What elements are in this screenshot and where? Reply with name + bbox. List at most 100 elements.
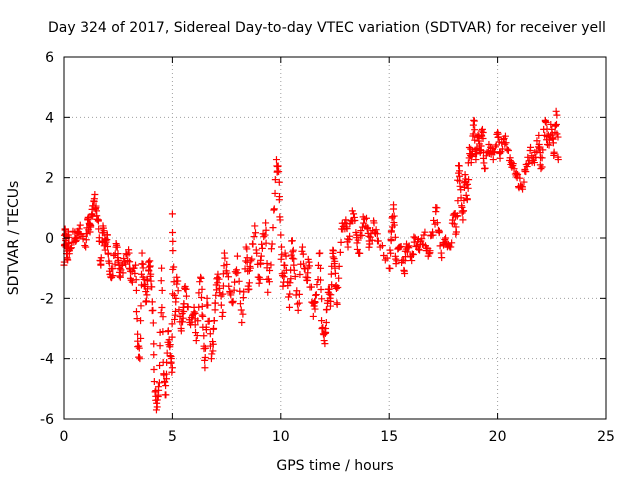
data-point bbox=[182, 285, 190, 293]
data-point bbox=[467, 159, 475, 167]
data-point bbox=[470, 117, 478, 125]
data-point bbox=[151, 388, 159, 396]
data-points bbox=[60, 107, 562, 414]
data-point bbox=[134, 330, 142, 338]
data-point bbox=[318, 295, 326, 303]
data-point bbox=[234, 269, 242, 277]
data-point bbox=[208, 350, 216, 358]
data-point bbox=[275, 168, 283, 176]
data-point bbox=[426, 247, 434, 255]
data-point bbox=[246, 264, 254, 272]
data-point bbox=[258, 244, 266, 252]
data-point bbox=[131, 269, 139, 277]
data-point bbox=[180, 308, 188, 316]
data-point bbox=[293, 300, 301, 308]
data-point bbox=[450, 220, 458, 228]
data-point bbox=[386, 264, 394, 272]
data-point bbox=[366, 240, 374, 248]
data-point bbox=[335, 274, 343, 282]
data-point bbox=[370, 219, 378, 227]
data-point bbox=[554, 156, 562, 164]
data-point bbox=[162, 391, 170, 399]
data-point bbox=[548, 134, 556, 142]
data-point bbox=[211, 306, 219, 314]
data-point bbox=[138, 249, 146, 257]
data-point bbox=[415, 245, 423, 253]
data-point bbox=[457, 186, 465, 194]
data-point bbox=[252, 229, 260, 237]
data-point bbox=[192, 337, 200, 345]
x-tick-label: 25 bbox=[597, 429, 615, 445]
data-point bbox=[125, 249, 133, 257]
data-point bbox=[278, 243, 286, 251]
data-point bbox=[206, 330, 214, 338]
data-point bbox=[321, 340, 329, 348]
data-point bbox=[397, 242, 405, 250]
data-point bbox=[542, 118, 550, 126]
data-point bbox=[362, 214, 370, 222]
data-point bbox=[173, 280, 181, 288]
data-point bbox=[516, 174, 524, 182]
data-point bbox=[541, 117, 549, 125]
data-point bbox=[150, 378, 158, 386]
data-point bbox=[300, 260, 308, 268]
data-point bbox=[248, 255, 256, 263]
data-point bbox=[179, 314, 187, 322]
data-point bbox=[114, 256, 122, 264]
y-tick-label: 0 bbox=[45, 231, 54, 247]
data-point bbox=[304, 274, 312, 282]
data-point bbox=[157, 277, 165, 285]
data-point bbox=[201, 353, 209, 361]
data-point bbox=[143, 285, 151, 293]
data-point bbox=[290, 266, 298, 274]
x-tick-label: 0 bbox=[60, 429, 69, 445]
data-point bbox=[372, 226, 380, 234]
data-point bbox=[110, 252, 118, 260]
data-point bbox=[358, 231, 366, 239]
data-point bbox=[550, 148, 558, 156]
data-point bbox=[433, 219, 441, 227]
data-point bbox=[552, 120, 560, 128]
data-point bbox=[271, 176, 279, 184]
data-point bbox=[405, 242, 413, 250]
data-point bbox=[464, 180, 472, 188]
data-point bbox=[270, 205, 278, 213]
data-point bbox=[190, 308, 198, 316]
data-point bbox=[460, 207, 468, 215]
data-point bbox=[333, 300, 341, 308]
data-point bbox=[322, 328, 330, 336]
data-point bbox=[276, 216, 284, 224]
data-point bbox=[387, 227, 395, 235]
data-point bbox=[390, 212, 398, 220]
data-point bbox=[137, 317, 145, 325]
data-point bbox=[143, 291, 151, 299]
data-point bbox=[425, 250, 433, 258]
data-point bbox=[298, 243, 306, 251]
data-point bbox=[243, 258, 251, 266]
data-point bbox=[153, 396, 161, 404]
data-point bbox=[296, 271, 304, 279]
data-point bbox=[159, 313, 167, 321]
data-point bbox=[199, 312, 207, 320]
data-point bbox=[195, 289, 203, 297]
data-point bbox=[378, 242, 386, 250]
data-point bbox=[81, 242, 89, 250]
data-point bbox=[157, 309, 165, 317]
data-point bbox=[253, 249, 261, 257]
data-point bbox=[104, 243, 112, 251]
x-tick-label: 15 bbox=[380, 429, 398, 445]
data-point bbox=[305, 262, 313, 270]
data-point bbox=[533, 137, 541, 145]
data-point bbox=[527, 143, 535, 151]
data-point bbox=[156, 361, 164, 369]
data-point bbox=[169, 237, 177, 245]
data-point bbox=[536, 144, 544, 152]
data-point bbox=[453, 212, 461, 220]
data-point bbox=[281, 249, 289, 257]
data-point bbox=[192, 329, 200, 337]
data-point bbox=[146, 262, 154, 270]
data-point bbox=[215, 275, 223, 283]
data-point bbox=[142, 297, 150, 305]
data-point bbox=[553, 130, 561, 138]
data-point bbox=[221, 254, 229, 262]
